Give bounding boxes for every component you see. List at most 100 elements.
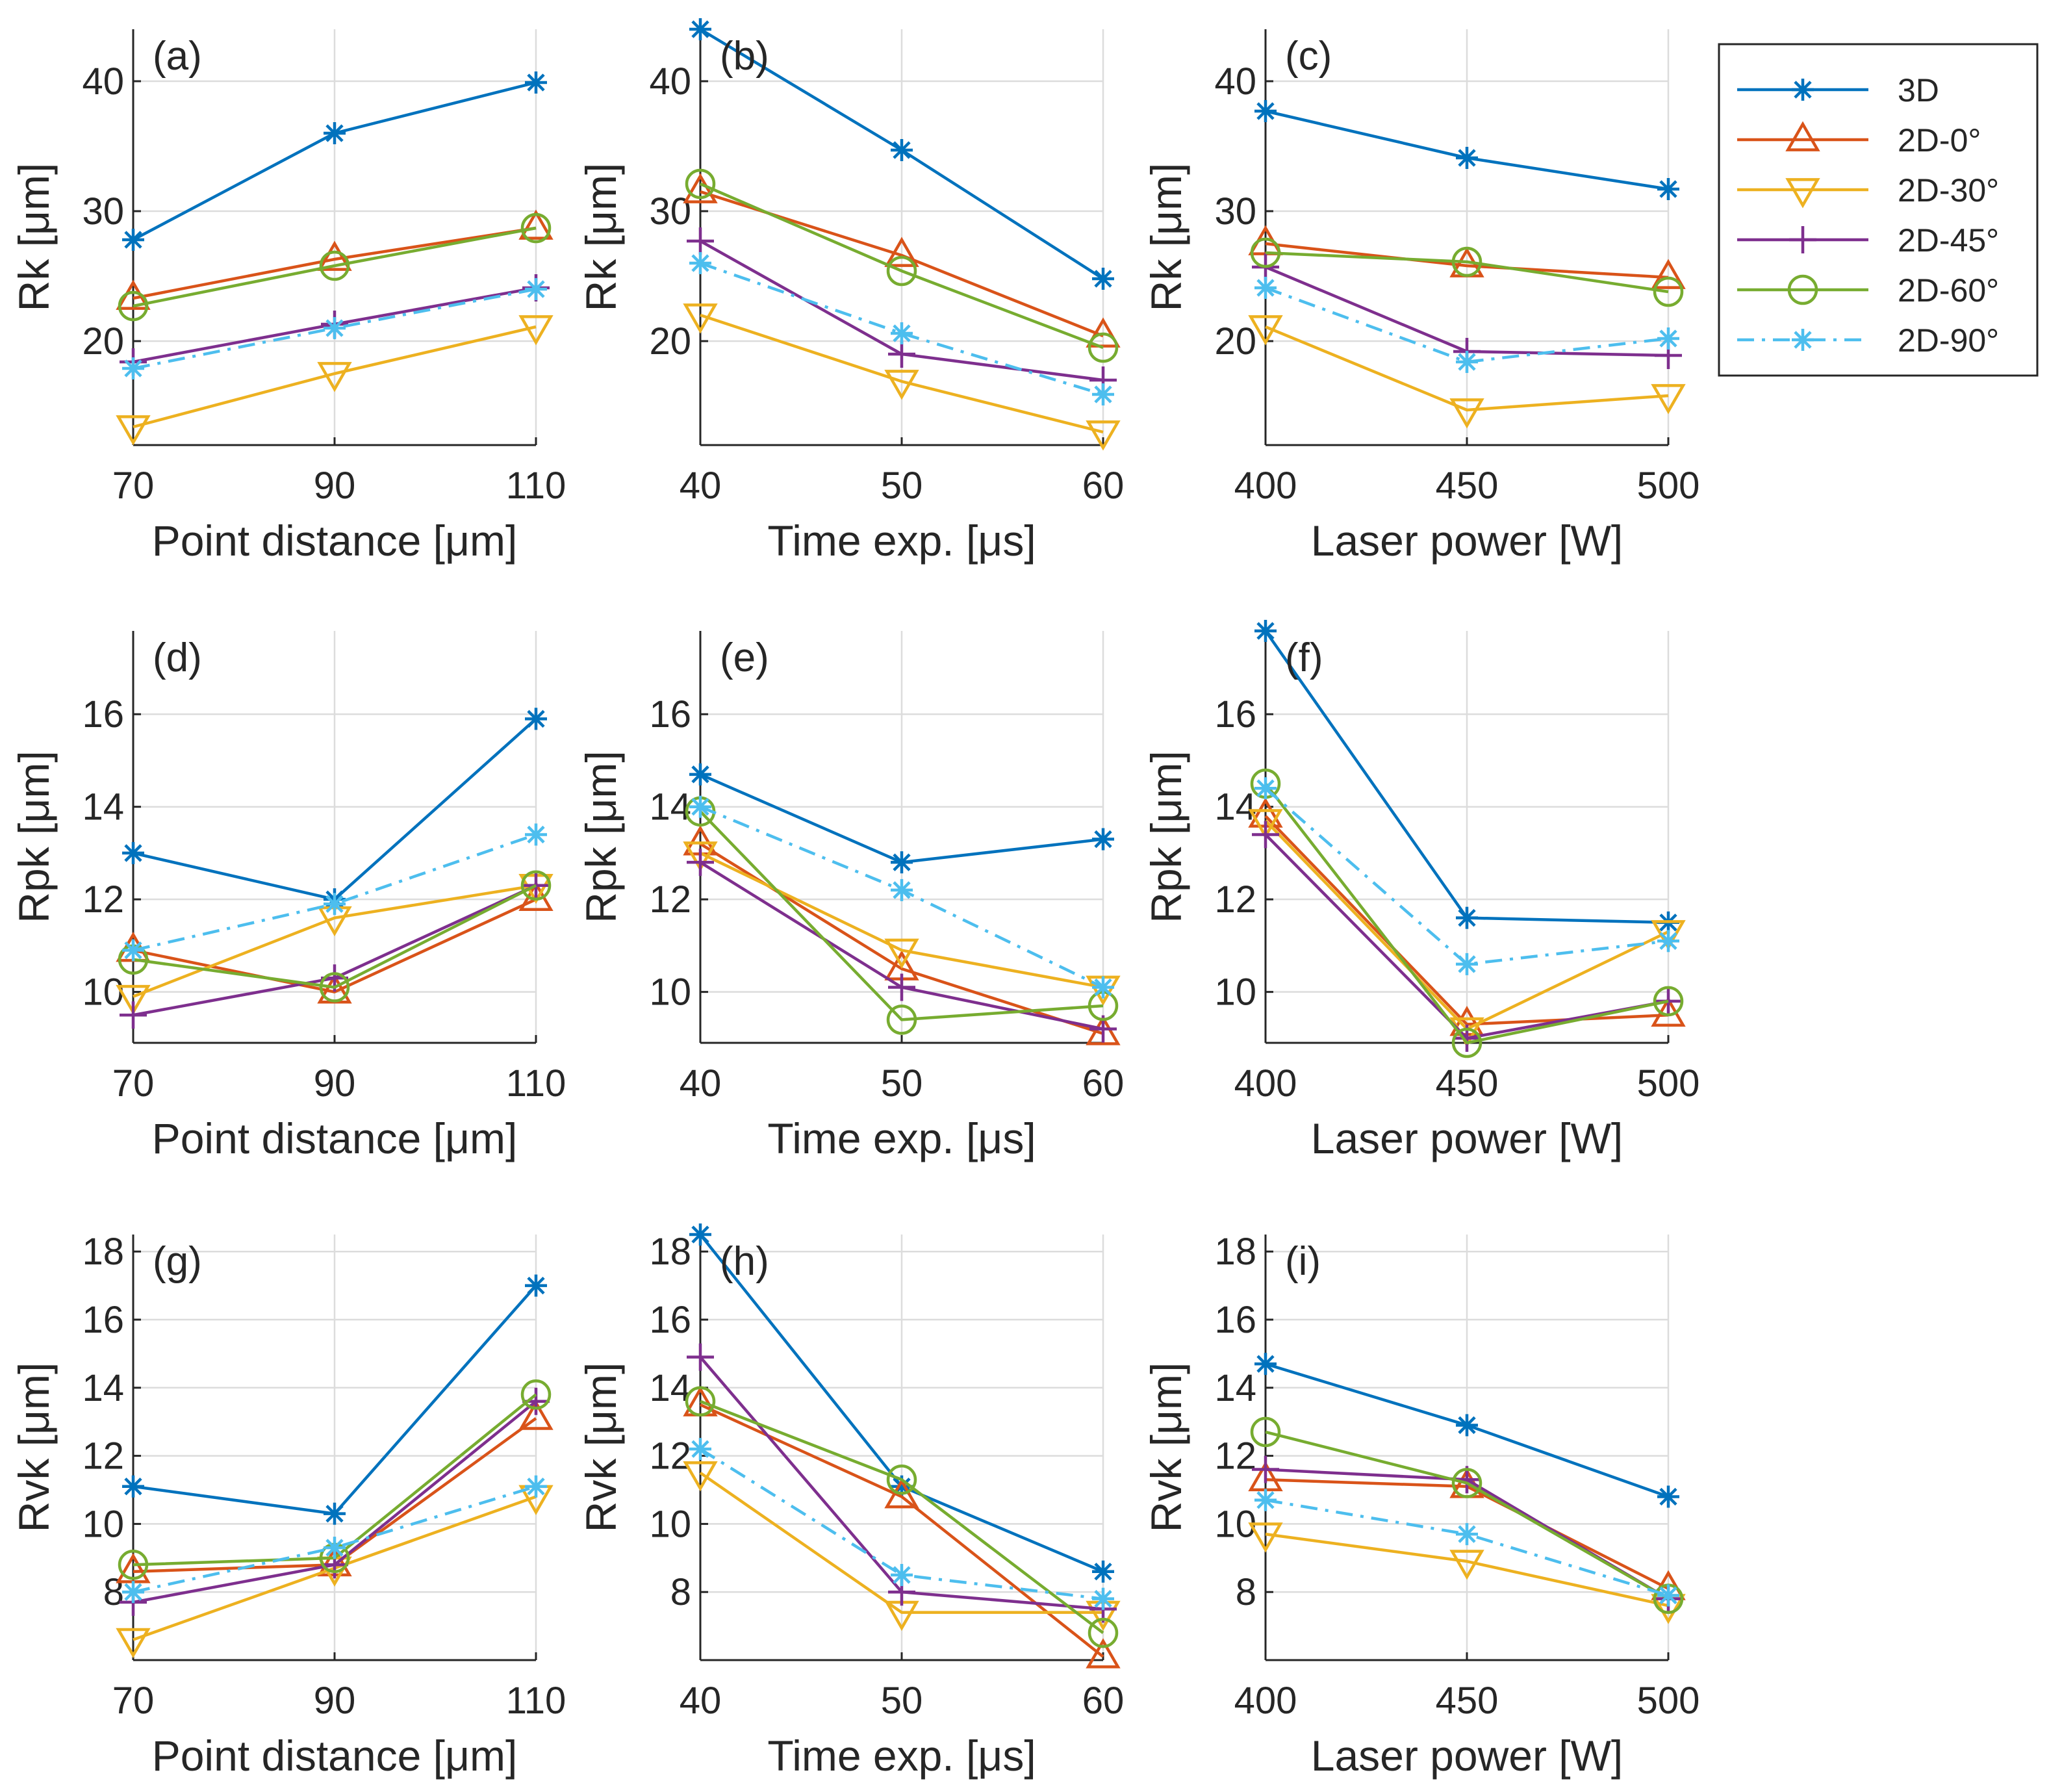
legend-entry-2d-30deg: 2D-30° (1737, 172, 1999, 209)
data-point-marker (520, 212, 552, 244)
y-tick-label: 12 (649, 878, 691, 921)
y-tick-label: 10 (82, 971, 124, 1014)
data-point-marker (122, 841, 144, 864)
legend-entry-2d-60deg: 2D-60° (1737, 272, 1999, 309)
y-tick-label: 30 (82, 190, 124, 233)
data-point-marker (1254, 1489, 1277, 1511)
data-point-marker (1456, 906, 1478, 929)
y-tick-label: 10 (649, 971, 691, 1014)
x-tick-label: 450 (1436, 1680, 1499, 1722)
series-line (1265, 1430, 1670, 1600)
y-tick-label: 40 (1214, 60, 1256, 103)
x-tick-label: 90 (314, 1680, 356, 1722)
data-point-marker (683, 303, 718, 334)
series-line (133, 898, 537, 993)
y-tick-label: 12 (1214, 1435, 1256, 1478)
x-tick-label: 60 (1082, 1062, 1125, 1105)
y-axis-label: Rvk [μm] (1142, 1363, 1190, 1533)
y-tick-label: 12 (82, 1435, 124, 1478)
series-line (700, 851, 1104, 989)
data-point-marker (525, 1475, 547, 1498)
panel-f: 400 450 500 10 12 14 16 Laser power [W] Rpk [μm]… (1142, 620, 1699, 1162)
y-tick-label: 16 (649, 693, 691, 736)
x-tick-label: 40 (680, 1062, 722, 1105)
data-point-marker (888, 973, 915, 1001)
x-tick-label: 500 (1637, 1062, 1700, 1105)
x-axis-label: Laser power [W] (1311, 1114, 1623, 1162)
data-point-marker (317, 362, 352, 392)
data-point-marker (324, 317, 346, 339)
panel-label: (f) (1285, 635, 1323, 680)
legend-marker (1792, 79, 1814, 101)
y-axis-label: Rk [μm] (10, 163, 58, 312)
series-line (700, 313, 1104, 434)
x-tick-label: 110 (506, 465, 566, 507)
data-point-marker (1456, 351, 1478, 373)
data-point-marker (1092, 268, 1114, 290)
data-point-marker (1248, 809, 1283, 839)
data-point-marker (324, 122, 346, 144)
data-point-marker (683, 841, 718, 872)
x-axis-label: Time exp. [μs] (767, 1732, 1036, 1780)
y-tick-label: 30 (1214, 190, 1256, 233)
panel-label: (i) (1285, 1239, 1321, 1284)
data-point-marker (1254, 777, 1277, 800)
x-axis-label: Time exp. [μs] (767, 1114, 1036, 1162)
y-axis-label: Rvk [μm] (577, 1363, 625, 1533)
data-point-marker (1088, 332, 1119, 363)
legend-entry-2d-90deg: 2D-90° (1737, 322, 1999, 359)
data-point-marker (884, 1478, 919, 1509)
legend-box (1718, 43, 2039, 377)
data-point-marker (689, 763, 711, 786)
data-point-marker (1653, 276, 1684, 307)
data-point-marker (1092, 383, 1114, 405)
series-2d-90deg (689, 795, 1114, 999)
data-point-marker (118, 290, 149, 322)
x-tick-label: 50 (881, 1680, 923, 1722)
data-point-marker (122, 1475, 144, 1498)
x-tick-label: 450 (1436, 1062, 1499, 1105)
series-2d-30deg (1248, 315, 1686, 429)
data-point-marker (1456, 1414, 1478, 1437)
panel-e: 40 50 60 10 12 14 16 Time exp. [μs] Rpk [μm] (e) (577, 631, 1124, 1162)
data-point-marker (324, 893, 346, 915)
data-point-marker (1254, 100, 1277, 122)
data-point-marker (1657, 178, 1679, 200)
x-tick-label: 450 (1436, 465, 1499, 507)
y-axis-label: Rpk [μm] (10, 750, 58, 923)
series-3d (122, 71, 547, 251)
series-2d-30deg (683, 303, 1121, 451)
panel-a: 70 90 110 20 30 40 Point distance [μm] Rk [μm] (… (10, 29, 566, 565)
series-2d-90deg (689, 252, 1114, 405)
data-point-marker (1449, 398, 1484, 429)
x-tick-label: 400 (1234, 1062, 1297, 1105)
series-line (1264, 815, 1669, 1026)
legend-marker (1785, 178, 1820, 209)
data-point-marker (525, 1274, 547, 1297)
x-tick-label: 400 (1234, 465, 1297, 507)
data-point-marker (518, 209, 554, 240)
y-tick-label: 18 (1214, 1231, 1256, 1273)
series-3d (122, 1274, 547, 1525)
panel-label: (d) (153, 635, 202, 680)
series-2d-90deg (689, 1438, 1114, 1610)
data-point-marker (689, 18, 711, 40)
legend-label: 3D (1898, 72, 1939, 109)
x-tick-label: 90 (314, 465, 356, 507)
series-2d-60deg (1250, 1416, 1684, 1614)
y-tick-label: 18 (82, 1231, 124, 1273)
data-point-marker (1451, 246, 1483, 277)
y-tick-label: 16 (82, 693, 124, 736)
data-point-marker (525, 278, 547, 300)
y-tick-label: 18 (649, 1231, 691, 1273)
y-tick-label: 16 (1214, 1299, 1256, 1341)
data-point-marker (1086, 1638, 1121, 1669)
data-point-marker (1451, 1027, 1483, 1058)
legend-marker (1785, 121, 1820, 151)
x-tick-label: 400 (1234, 1680, 1297, 1722)
data-point-marker (891, 878, 913, 901)
series-line (133, 226, 537, 300)
